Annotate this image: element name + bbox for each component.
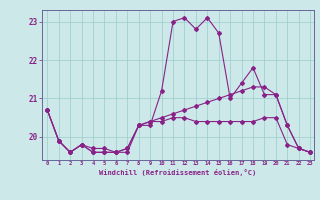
X-axis label: Windchill (Refroidissement éolien,°C): Windchill (Refroidissement éolien,°C) [99, 169, 256, 176]
